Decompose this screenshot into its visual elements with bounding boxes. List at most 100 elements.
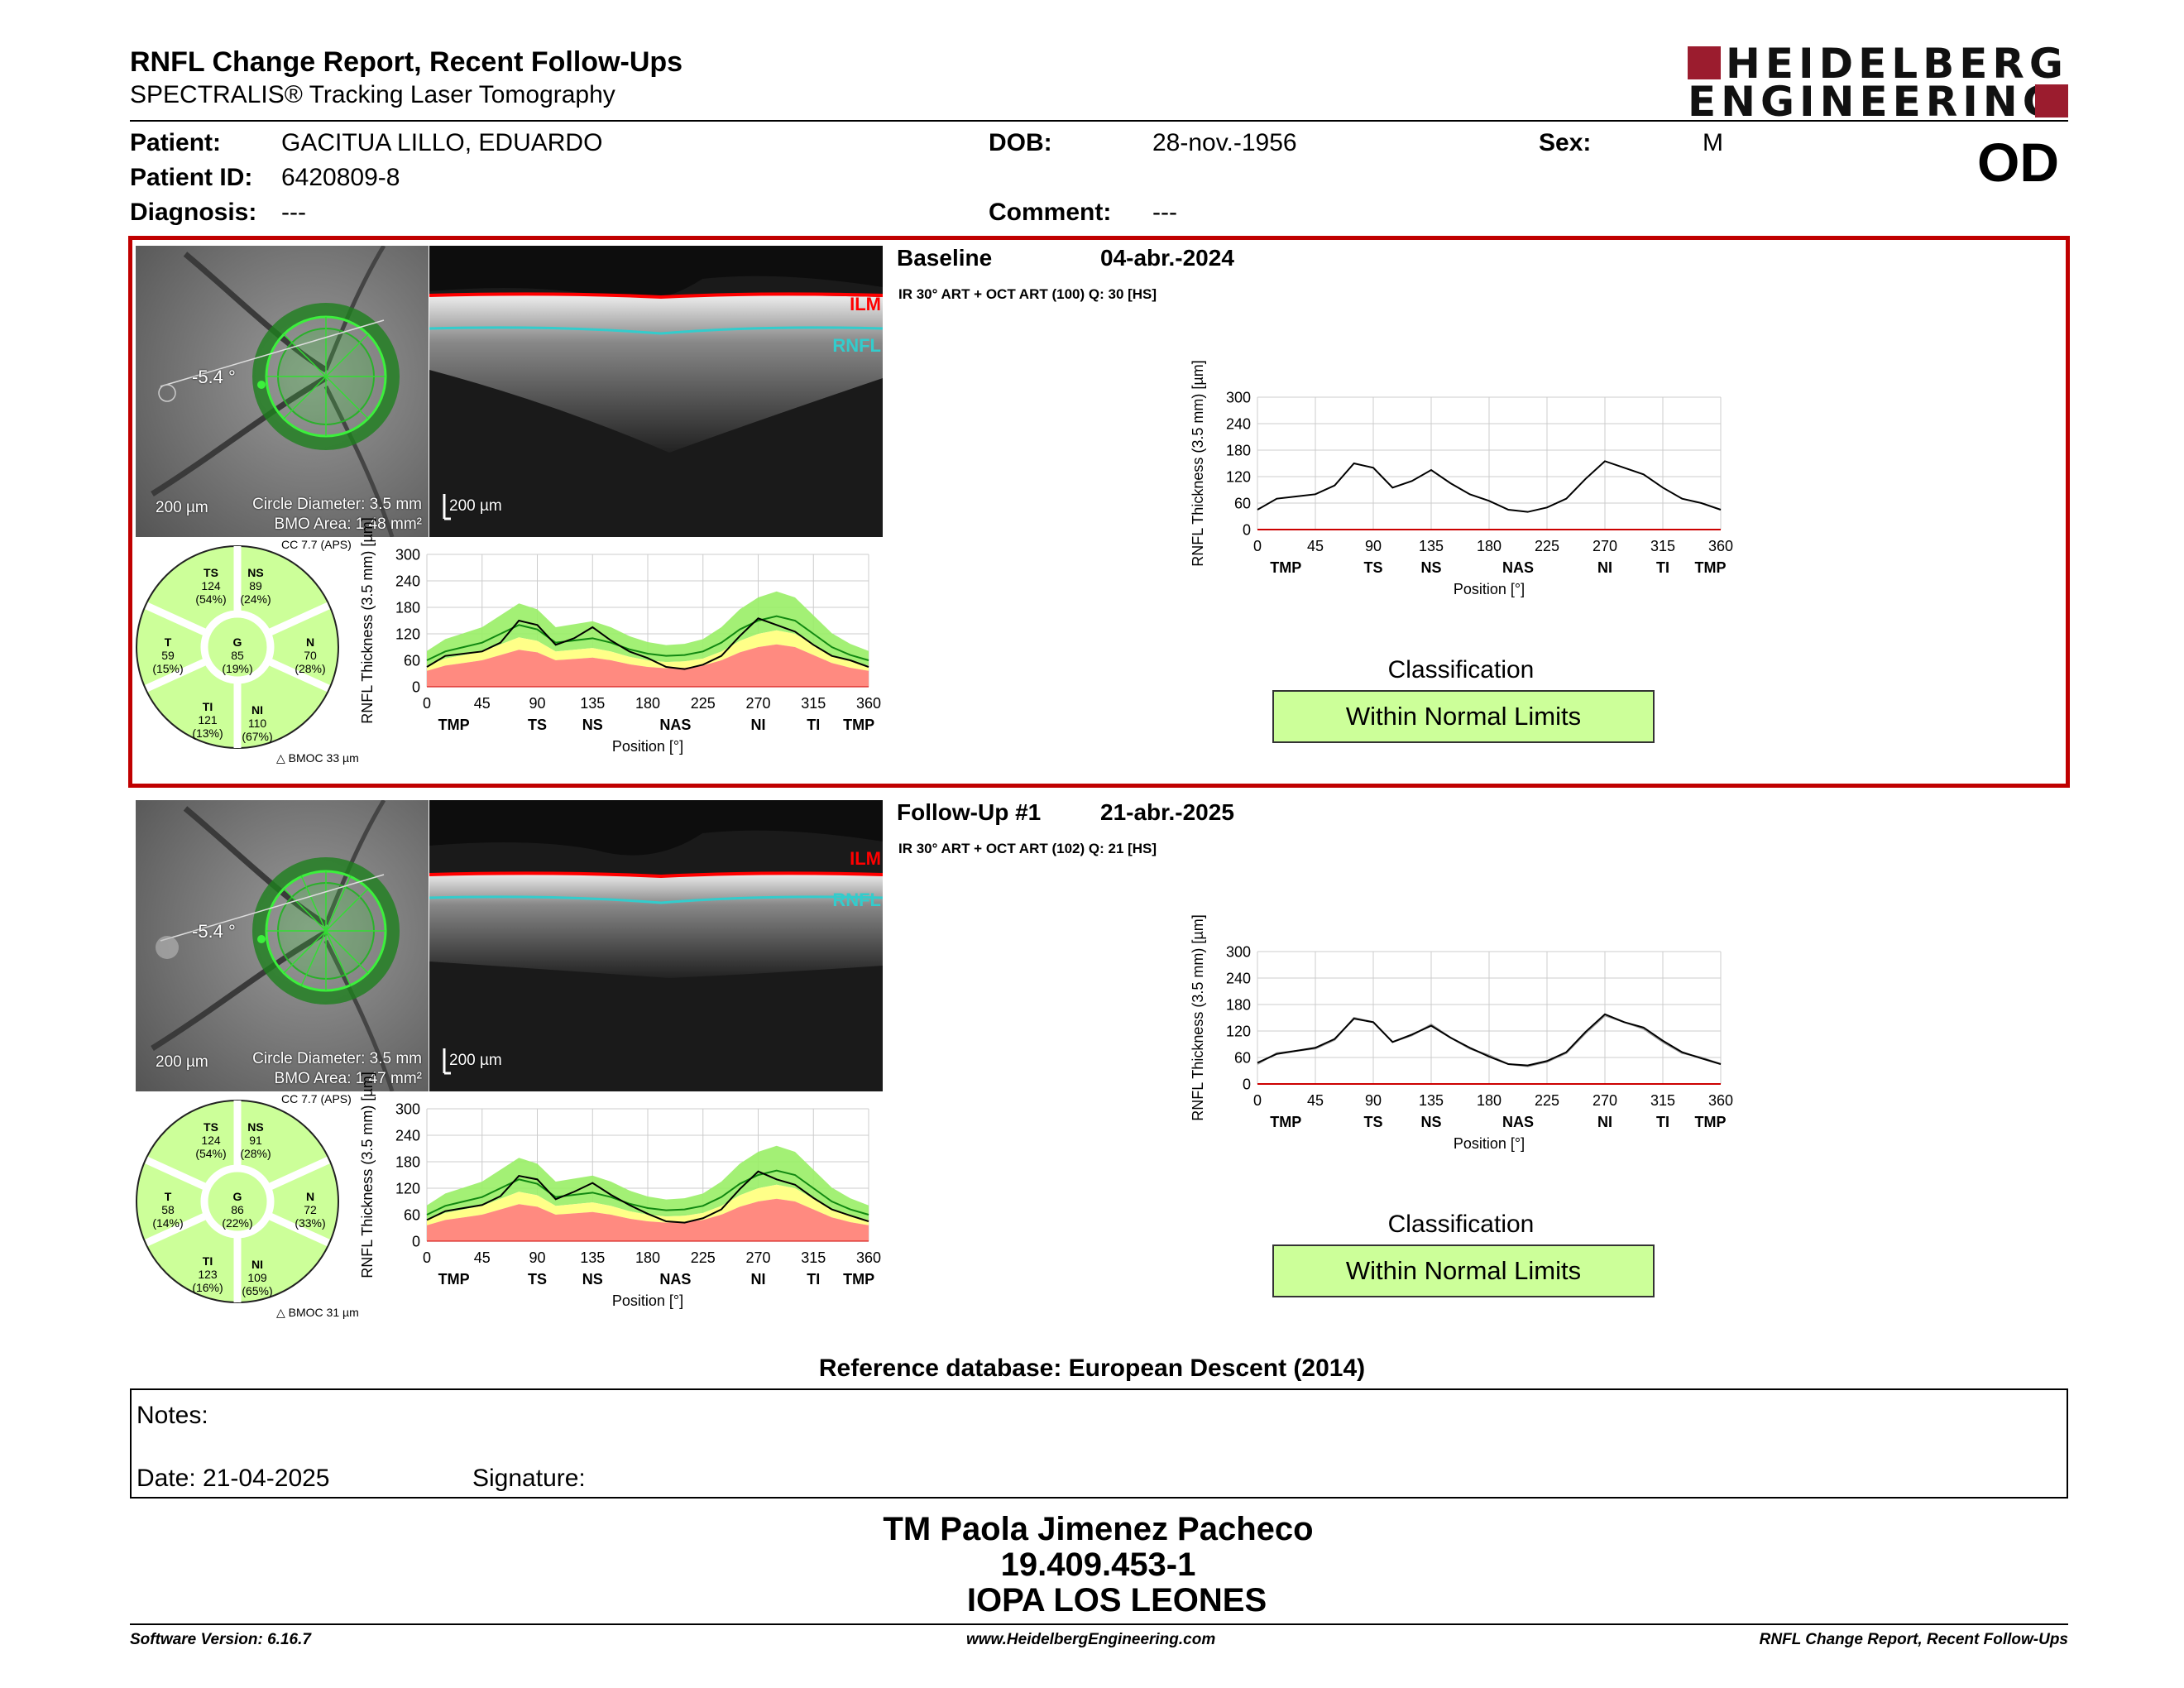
x-tick-label: 45: [1307, 1092, 1324, 1109]
comment-value: ---: [1152, 199, 1177, 226]
sector-axis-label: NI: [1597, 1114, 1612, 1130]
normal-band: [427, 591, 869, 666]
sector-axis-label: TI: [1656, 559, 1669, 576]
report-subtitle: SPECTRALIS® Tracking Laser Tomography: [130, 81, 615, 108]
x-tick-label: 270: [745, 1249, 770, 1266]
sector-name: TS: [204, 1120, 218, 1134]
website-link[interactable]: www.HeidelbergEngineering.com: [966, 1631, 1216, 1648]
y-axis-label: RNFL Thickness (3.5 mm) [µm]: [1190, 914, 1206, 1120]
followup-ilm-label: ILM: [850, 848, 881, 869]
header-divider: [130, 120, 2068, 122]
notes-box: Notes: Date: 21-04-2025 Signature:: [130, 1388, 2068, 1499]
sector-value: 123: [198, 1268, 218, 1281]
sector-axis-label: NI: [751, 1271, 766, 1288]
followup-profile-chart: 0 45 90 135 180 225 270 315 360 0 60 120 180 240 300 TM…: [1190, 914, 1733, 1152]
sector-name: TI: [202, 1254, 213, 1268]
sector-axis-label: TS: [528, 1271, 547, 1288]
series-line: [1257, 460, 1722, 513]
signature-label: Signature:: [472, 1465, 586, 1492]
x-tick-label: 315: [1650, 538, 1675, 554]
sector-value: 72: [304, 1203, 317, 1216]
followup-classification-badge: Within Normal Limits: [1272, 1244, 1655, 1297]
footer-report-name: RNFL Change Report, Recent Follow-Ups: [1759, 1631, 2068, 1648]
borderline-band: [427, 630, 869, 671]
logo-square-top: [1688, 46, 1721, 79]
baseline-kind: Baseline: [897, 245, 993, 271]
outside-limits-band: [427, 1198, 869, 1241]
x-tick-label: 180: [1477, 538, 1502, 554]
sector-axis-label: TMP: [1270, 1114, 1301, 1130]
x-axis-label: Position [°]: [612, 1292, 683, 1309]
followup-oct-scale: 200 µm: [449, 1052, 502, 1069]
sector-axis-label: NS: [1420, 1114, 1441, 1130]
sector-axis-label: TS: [1363, 1114, 1382, 1130]
sector-pct: (22%): [222, 1216, 253, 1230]
diagnosis-label: Diagnosis:: [130, 199, 257, 226]
logo-line-2: ENGINEERING: [1688, 78, 2062, 126]
sector-name: NS: [247, 1120, 264, 1134]
followup-sector-t: T 58 (14%): [147, 1190, 189, 1230]
baseline-classification-label: Classification: [1387, 656, 1535, 683]
sector-name: T: [164, 1190, 172, 1203]
patient-label: Patient:: [130, 129, 222, 156]
sector-axis-label: NS: [582, 1271, 603, 1288]
series-line: [426, 617, 869, 670]
x-tick-label: 315: [801, 695, 826, 712]
baseline-fundus-angle: -5.4 °: [192, 367, 236, 387]
sector-pct: (24%): [240, 592, 271, 606]
sector-axis-label: NAS: [1502, 1114, 1534, 1130]
x-tick-label: 90: [529, 1249, 545, 1266]
y-tick-label: 300: [1226, 943, 1251, 960]
normal-band: [427, 1145, 869, 1220]
followup-sector-chart: [136, 1100, 339, 1303]
baseline-fundus-drawing: [136, 246, 429, 537]
notes-date: Date: 21-04-2025: [136, 1465, 330, 1492]
followup-fundus-scale: 200 µm: [156, 1053, 208, 1071]
y-tick-label: 0: [1243, 1076, 1251, 1092]
followup-sector-ns: NS 91 (28%): [235, 1120, 276, 1160]
x-tick-label: 90: [529, 695, 545, 712]
baseline-cc-label: CC 7.7 (APS): [281, 538, 352, 551]
sector-axis-label: TI: [1656, 1114, 1669, 1130]
followup-bmoc: △ BMOC 31 µm: [276, 1306, 359, 1319]
x-tick-label: 0: [423, 695, 431, 712]
x-tick-label: 225: [691, 695, 716, 712]
y-axis-label: RNFL Thickness (3.5 mm) [µm]: [1190, 360, 1206, 566]
patient-id-value: 6420809-8: [281, 164, 400, 191]
followup-fundus-image: -5.4 ° 200 µm Circle Diameter: 3.5 mm BM…: [136, 800, 429, 1091]
sector-name: G: [232, 1190, 242, 1203]
sector-value: 121: [198, 713, 218, 727]
sector-axis-label: TMP: [843, 1271, 874, 1288]
baseline-normative-chart: 0 45 90 135 180 225 270 315 360 0 60 120 180 240 300 TM…: [359, 517, 881, 755]
signer-id: 19.409.453-1: [1000, 1547, 1196, 1583]
logo-square-bottom: [2035, 84, 2068, 117]
baseline-scan-info: IR 30° ART + OCT ART (100) Q: 30 [HS]: [898, 286, 1157, 302]
sector-axis-label: TI: [807, 717, 820, 733]
followup-scan-info: IR 30° ART + OCT ART (102) Q: 21 [HS]: [898, 841, 1157, 856]
y-tick-label: 180: [1226, 442, 1251, 458]
baseline-sector-t: T 59 (15%): [147, 635, 189, 675]
followup-cc-label: CC 7.7 (APS): [281, 1092, 352, 1105]
x-axis-label: Position [°]: [612, 738, 683, 755]
y-tick-label: 300: [1226, 389, 1251, 405]
x-tick-label: 360: [856, 1249, 881, 1266]
series-line: [1257, 1013, 1722, 1067]
x-tick-label: 360: [1708, 1092, 1733, 1109]
baseline-bmoc: △ BMOC 33 µm: [276, 751, 359, 765]
patient-id-label: Patient ID:: [130, 164, 253, 191]
sector-axis-label: TMP: [1270, 559, 1301, 576]
sector-axis-label: NS: [582, 717, 603, 733]
sex-value: M: [1703, 129, 1723, 156]
sector-pct: (33%): [295, 1216, 326, 1230]
baseline-sector-ni: NI 110 (67%): [237, 703, 278, 743]
signer-name: TM Paola Jimenez Pacheco: [883, 1511, 1314, 1547]
y-axis-label: RNFL Thickness (3.5 mm) [µm]: [359, 517, 376, 723]
x-tick-label: 270: [1592, 1092, 1617, 1109]
followup-classification-label: Classification: [1387, 1211, 1535, 1238]
baseline-sector-g: G 85 (19%): [217, 635, 258, 675]
sector-name: N: [305, 1190, 315, 1203]
diagnosis-value: ---: [281, 199, 306, 226]
y-tick-label: 180: [1226, 996, 1251, 1013]
baseline-oct-drawing: [429, 276, 883, 537]
baseline-sector-ti: TI 121 (13%): [187, 700, 228, 740]
